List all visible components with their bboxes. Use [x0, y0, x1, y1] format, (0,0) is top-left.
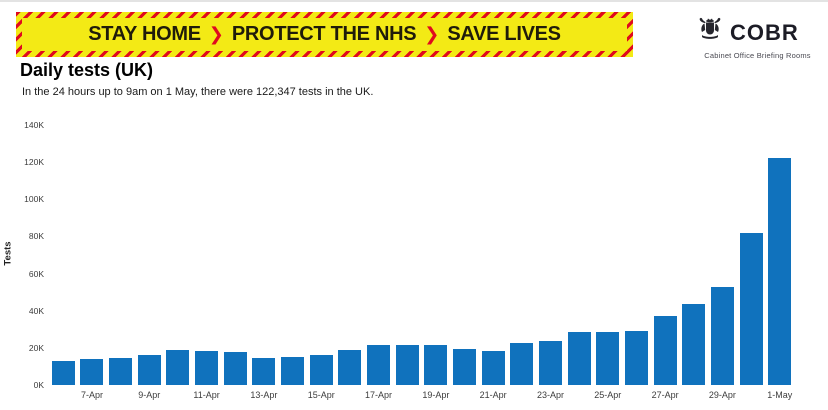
bar-26-Apr	[624, 330, 648, 385]
bar-12-Apr	[223, 351, 247, 385]
bar-14-Apr	[281, 356, 305, 385]
banner-chevron-icon: ❯	[424, 24, 440, 44]
bar-slot: 11-Apr	[192, 125, 221, 400]
x-tick-label: 1-May	[767, 390, 793, 400]
plot-area: 7-Apr 9-Apr 11-Apr 13-Apr 15-Apr 17-Apr 19-Apr…	[49, 125, 794, 400]
bar-slot: 17-Apr	[364, 125, 393, 400]
page-title: Daily tests (UK)	[20, 60, 154, 80]
x-tick-label: 19-Apr	[422, 390, 450, 400]
royal-coat-of-arms-icon	[695, 16, 725, 49]
y-tick-label: 80K	[28, 231, 44, 242]
bar-21-Apr	[481, 351, 505, 385]
banner-chevron-icon: ❯	[208, 24, 224, 44]
bar-slot	[106, 125, 135, 385]
cobr-logo-subtitle: Cabinet Office Briefing Rooms	[704, 51, 811, 60]
x-tick-label: 17-Apr	[365, 390, 393, 400]
bar-slot	[679, 125, 708, 385]
bar-slot: 21-Apr	[479, 125, 508, 400]
x-tick-label: 27-Apr	[651, 390, 679, 400]
x-tick-label: 7-Apr	[80, 390, 103, 400]
y-axis-ticks: 0K 20K 40K 60K 80K 100K 120K 140K	[10, 120, 44, 390]
bar-slot: 13-Apr	[250, 125, 279, 400]
y-tick-label: 120K	[24, 157, 44, 168]
stay-home-banner: STAY HOME ❯ PROTECT THE NHS ❯ SAVE LIVES	[16, 12, 633, 57]
bar-16-Apr	[338, 350, 362, 385]
bar-13-Apr	[252, 357, 276, 385]
bar-6-Apr	[51, 361, 75, 385]
bar-8-Apr	[109, 358, 133, 385]
bar-23-Apr	[538, 341, 562, 385]
bar-slot	[49, 125, 78, 385]
x-tick-label: 21-Apr	[479, 390, 507, 400]
bar-slot: 7-Apr	[78, 125, 107, 400]
bar-10-Apr	[166, 350, 190, 385]
y-tick-label: 40K	[28, 305, 44, 316]
bar-slot	[336, 125, 365, 385]
bar-15-Apr	[309, 354, 333, 385]
banner-segment: SAVE LIVES	[447, 23, 561, 45]
banner-text: STAY HOME ❯ PROTECT THE NHS ❯ SAVE LIVES	[22, 18, 627, 51]
bar-slot: 29-Apr	[708, 125, 737, 400]
x-tick-label: 23-Apr	[536, 390, 564, 400]
bar-slot: 1-May	[765, 125, 794, 400]
y-tick-label: 100K	[24, 194, 44, 205]
bar-slot: 15-Apr	[307, 125, 336, 400]
bar-29-Apr	[710, 286, 734, 385]
bar-slot	[737, 125, 766, 385]
page-subtitle: In the 24 hours up to 9am on 1 May, ther…	[22, 86, 374, 98]
bar-slot	[393, 125, 422, 385]
bar-slot: 27-Apr	[651, 125, 680, 400]
bar-22-Apr	[510, 342, 534, 385]
y-tick-label: 140K	[24, 120, 44, 130]
bar-19-Apr	[424, 344, 448, 385]
x-tick-label: 13-Apr	[250, 390, 278, 400]
banner-segment: PROTECT THE NHS	[231, 23, 417, 45]
bar-1-May	[768, 157, 792, 385]
y-tick-label: 60K	[28, 268, 44, 279]
bar-25-Apr	[596, 331, 620, 385]
bar-30-Apr	[739, 233, 763, 385]
bar-slot: 19-Apr	[422, 125, 451, 400]
bar-slot: 9-Apr	[135, 125, 164, 400]
bar-24-Apr	[567, 332, 591, 385]
y-tick-label: 20K	[28, 342, 44, 353]
cobr-logo-name: COBR	[730, 19, 799, 45]
bar-slot: 25-Apr	[593, 125, 622, 400]
bar-slot	[508, 125, 537, 385]
banner-segment: STAY HOME	[88, 23, 201, 45]
x-tick-label: 15-Apr	[307, 390, 335, 400]
bar-slot	[565, 125, 594, 385]
bar-slot	[221, 125, 250, 385]
bar-slot	[164, 125, 193, 385]
bar-slot	[450, 125, 479, 385]
daily-tests-chart: Tests 0K 20K 40K 60K 80K 100K 120K 140K 7-Apr 9-…	[0, 110, 828, 410]
bar-7-Apr	[80, 359, 104, 385]
x-tick-label: 11-Apr	[193, 390, 220, 400]
y-tick-label: 0K	[33, 380, 44, 390]
x-tick-label: 9-Apr	[138, 390, 161, 400]
x-tick-label: 25-Apr	[594, 390, 622, 400]
bar-20-Apr	[453, 348, 477, 385]
bar-27-Apr	[653, 316, 677, 385]
bar-28-Apr	[682, 304, 706, 385]
bar-slot: 23-Apr	[536, 125, 565, 400]
bar-17-Apr	[367, 345, 391, 385]
bar-slot	[278, 125, 307, 385]
bar-9-Apr	[137, 354, 161, 385]
bar-slot	[622, 125, 651, 385]
cobr-logo: COBR Cabinet Office Briefing Rooms	[695, 16, 820, 60]
bar-18-Apr	[395, 345, 419, 385]
x-tick-label: 29-Apr	[708, 390, 736, 400]
bar-11-Apr	[195, 351, 219, 385]
